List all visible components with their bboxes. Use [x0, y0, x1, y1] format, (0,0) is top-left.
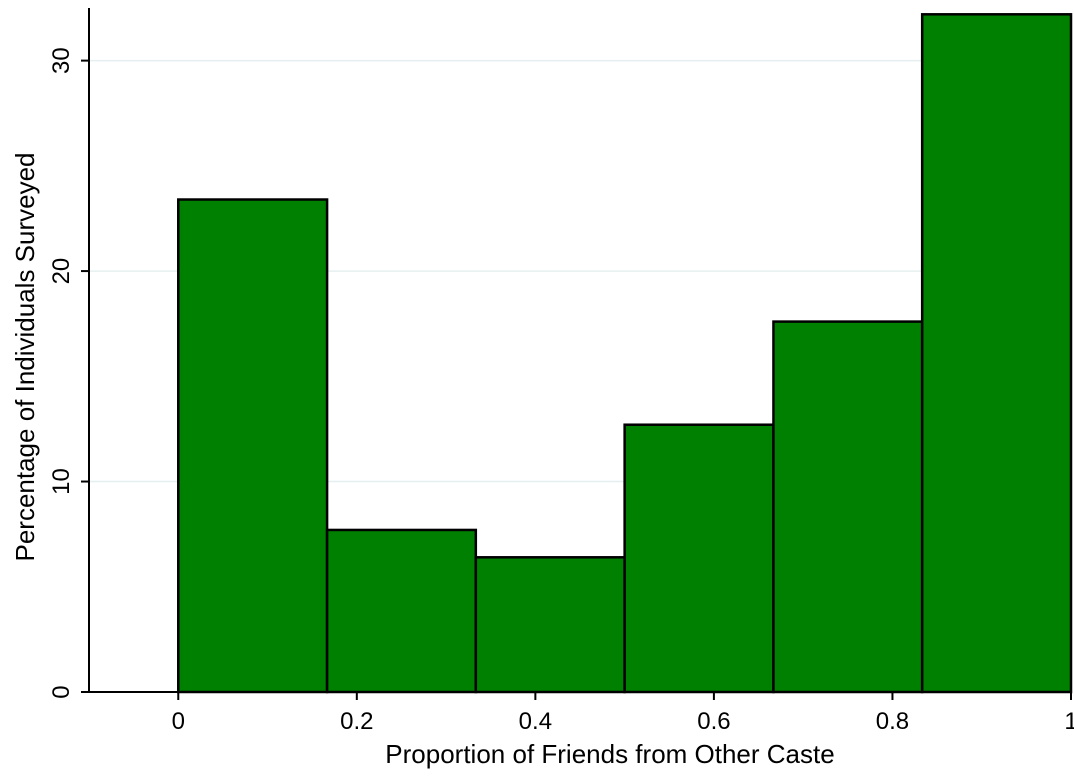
histogram-bar-6	[920, 13, 1073, 694]
x-tick-label: 0.4	[519, 708, 552, 735]
x-tick-label: 1	[1064, 708, 1074, 735]
y-axis-title: Percentage of Individuals Surveyed	[10, 152, 40, 561]
histogram-bar-4	[623, 423, 775, 694]
y-tick-label: 20	[48, 258, 75, 285]
y-tick-label: 10	[48, 468, 75, 495]
histogram-bar-3	[474, 556, 626, 694]
x-axis-title: Proportion of Friends from Other Caste	[385, 739, 834, 769]
x-tick-label: 0	[172, 708, 185, 735]
histogram-bar-1	[177, 198, 329, 694]
x-tick-label: 0.2	[340, 708, 373, 735]
histogram-bar-5	[772, 320, 924, 694]
x-tick-label: 0.6	[697, 708, 730, 735]
bars	[177, 13, 1073, 694]
x-tick-label: 0.8	[876, 708, 909, 735]
histogram-bar-2	[325, 528, 478, 694]
y-tick-label: 30	[48, 47, 75, 74]
axes	[88, 8, 1071, 693]
y-tick-label: 0	[48, 685, 75, 698]
